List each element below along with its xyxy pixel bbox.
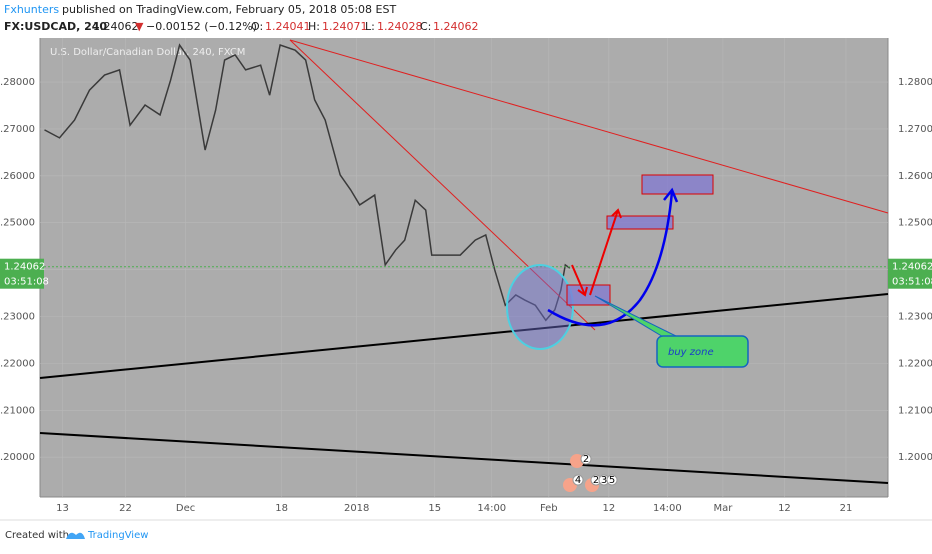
y-tick-label: 1.28000 xyxy=(898,77,932,88)
y-tick-label: 1.26000 xyxy=(898,171,932,182)
y-tick-label: 1.22000 xyxy=(898,358,932,369)
arrow-head xyxy=(611,208,622,219)
y-tick-label: 1.23000 xyxy=(0,311,35,322)
support-line xyxy=(39,432,889,484)
price-tag xyxy=(888,258,932,289)
y-tick-label: 1.25000 xyxy=(0,218,35,229)
close: 1.24062 xyxy=(433,20,479,33)
y-tick-label: 1.20000 xyxy=(0,452,35,463)
y-tick-label: 1.27000 xyxy=(0,124,35,135)
close-label: C: xyxy=(420,20,431,33)
x-tick-label: 15 xyxy=(428,503,441,514)
y-tick-label: 1.27000 xyxy=(898,124,932,135)
y-tick-label: 1.28000 xyxy=(0,77,35,88)
event-count: 2 xyxy=(593,475,599,486)
highlight-circle xyxy=(506,264,574,350)
event-icon[interactable] xyxy=(570,454,584,468)
arrow-head xyxy=(577,286,588,297)
author[interactable]: Fxhunters xyxy=(4,3,59,16)
support-line xyxy=(39,293,889,379)
target-box xyxy=(606,215,674,230)
countdown: 03:51:08 xyxy=(892,277,932,288)
callout xyxy=(656,335,749,368)
trend-line xyxy=(289,39,596,331)
published: published on TradingView.com, February 0… xyxy=(62,3,396,16)
zone-box xyxy=(566,284,611,306)
y-tick-label: 1.22000 xyxy=(0,358,35,369)
high-label: H: xyxy=(308,20,320,33)
event-badge xyxy=(580,453,592,465)
event-count: 5 xyxy=(609,475,615,486)
y-tick-label: 1.26000 xyxy=(0,171,35,182)
x-tick-label: 14:00 xyxy=(653,503,682,514)
arrow xyxy=(571,264,586,296)
x-tick-label: 22 xyxy=(119,503,132,514)
event-count: 4 xyxy=(575,475,581,486)
x-tick-label: 18 xyxy=(275,503,288,514)
annotation: buy zone xyxy=(668,347,714,358)
y-tick-label: 1.21000 xyxy=(898,405,932,416)
price-tag-label: 1.24062 xyxy=(892,262,932,273)
event-badge xyxy=(572,474,584,486)
low-label: L: xyxy=(365,20,375,33)
x-tick-label: 13 xyxy=(56,503,69,514)
arrow xyxy=(589,209,619,296)
x-tick-label: 21 xyxy=(840,503,853,514)
symbol: FX:USDCAD, 240 xyxy=(4,20,107,33)
price-tag-label: 1.24062 xyxy=(4,262,45,273)
event-count: 3 xyxy=(601,475,607,486)
trend-line xyxy=(289,39,889,214)
x-tick-label: Feb xyxy=(540,503,558,514)
y-tick-label: 1.23000 xyxy=(898,311,932,322)
price-tag xyxy=(0,258,44,289)
y-tick-label: 1.21000 xyxy=(0,405,35,416)
x-tick-label: 12 xyxy=(778,503,791,514)
change-arrow: ▼ xyxy=(135,20,144,33)
open: 1.24041 xyxy=(265,20,311,33)
x-tick-label: 2018 xyxy=(344,503,369,514)
tv-logo xyxy=(66,532,85,539)
last-price: 1.24062 xyxy=(93,20,139,33)
x-tick-label: 12 xyxy=(602,503,615,514)
arrow-head xyxy=(663,187,679,203)
event-badge xyxy=(606,474,618,486)
target-box xyxy=(641,174,714,195)
curve-arrow xyxy=(547,191,674,327)
x-tick-label: Dec xyxy=(176,503,195,514)
high: 1.24071 xyxy=(322,20,368,33)
open-label: O: xyxy=(251,20,263,33)
low: 1.24028 xyxy=(377,20,423,33)
x-tick-label: Mar xyxy=(713,503,733,514)
footer-text: Created with xyxy=(5,530,69,541)
event-count: 2 xyxy=(583,454,589,465)
change: −0.00152 (−0.12%) xyxy=(146,20,257,33)
y-tick-label: 1.20000 xyxy=(898,452,932,463)
countdown: 03:51:08 xyxy=(4,277,49,288)
plot-area[interactable] xyxy=(40,38,888,497)
x-tick-label: 14:00 xyxy=(477,503,506,514)
y-tick-label: 1.25000 xyxy=(898,218,932,229)
chart-title: U.S. Dollar/Canadian Dollar, 240, FXCM xyxy=(50,47,245,58)
footer-brand[interactable]: TradingView xyxy=(87,530,148,541)
